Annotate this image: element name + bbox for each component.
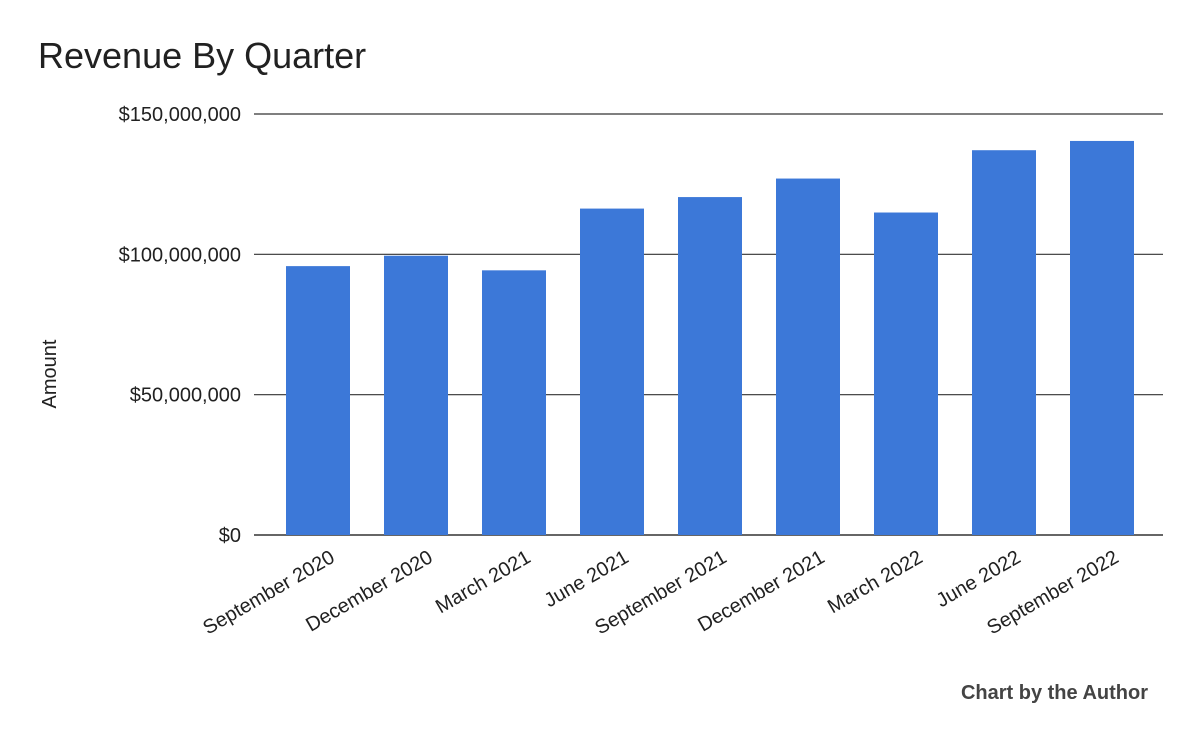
bar: [482, 270, 546, 535]
y-tick-label: $100,000,000: [119, 244, 241, 266]
x-tick-label: March 2022: [824, 546, 926, 618]
bar: [972, 150, 1036, 535]
bar: [776, 178, 840, 535]
bar: [1070, 140, 1134, 535]
bar: [678, 197, 742, 535]
bar: [384, 255, 448, 535]
x-tick-label: June 2021: [541, 546, 633, 612]
bar: [580, 208, 644, 536]
y-axis-ticks: $0 $50,000,000 $100,000,000 $150,000,000: [119, 104, 241, 547]
y-tick-label: $150,000,000: [119, 104, 241, 126]
y-tick-label: $50,000,000: [130, 385, 241, 407]
bar: [286, 266, 350, 535]
y-axis-label: Amount: [39, 339, 61, 408]
bar: [874, 212, 938, 535]
x-tick-label: June 2022: [933, 546, 1025, 612]
y-tick-label: $0: [219, 525, 241, 547]
chart-title: Revenue By Quarter: [38, 35, 366, 76]
bars: [286, 140, 1134, 536]
x-tick-label: March 2021: [432, 546, 534, 618]
chart-credit: Chart by the Author: [961, 682, 1148, 704]
